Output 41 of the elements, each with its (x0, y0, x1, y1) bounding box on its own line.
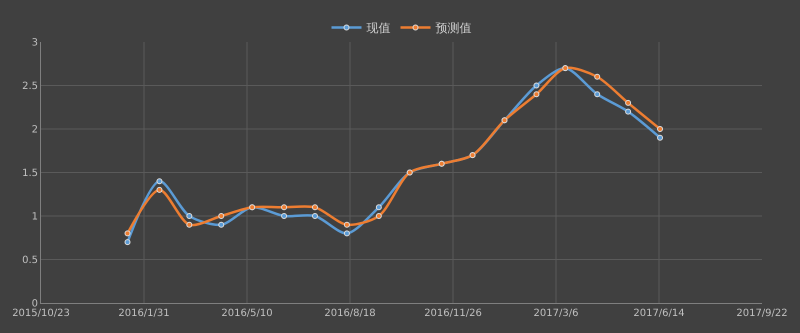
point (218, 213, 224, 219)
point (186, 213, 192, 219)
point (376, 213, 382, 219)
point (344, 222, 350, 228)
x-tick-label: 2015/10/23 (12, 308, 70, 319)
point (312, 213, 318, 219)
point (124, 230, 131, 236)
x-tick-label: 2016/11/26 (424, 308, 482, 319)
x-tick-label: 2016/8/18 (324, 308, 376, 319)
x-tick-label: 2016/1/31 (118, 308, 170, 319)
x-tick-label: 2017/9/22 (736, 308, 788, 319)
point (156, 186, 162, 193)
point (657, 134, 664, 141)
point (344, 230, 350, 236)
point (281, 213, 288, 219)
point (376, 204, 382, 210)
x-tick-label: 2016/5/10 (221, 308, 273, 319)
point (312, 204, 318, 210)
y-tick-label: 0.5 (22, 255, 38, 266)
legend-label: 现值 (366, 21, 390, 36)
y-tick-label: 1 (32, 212, 38, 222)
y-tick-label: 0 (32, 298, 38, 310)
point (625, 108, 632, 115)
point (533, 91, 540, 98)
point (124, 239, 131, 246)
y-tick-label: 1.5 (22, 168, 38, 179)
point (594, 91, 600, 98)
legend-label: 预测值 (436, 21, 472, 36)
point (218, 222, 224, 228)
point (533, 82, 540, 88)
x-tick-label: 2017/3/6 (534, 308, 578, 319)
y-tick-label: 2 (32, 124, 38, 136)
point (186, 222, 192, 228)
point (625, 100, 632, 106)
y-tick-label: 3 (32, 38, 38, 48)
point (657, 126, 664, 132)
point (156, 178, 162, 184)
point (281, 204, 288, 210)
point (594, 74, 600, 80)
y-tick-label: 2.5 (22, 81, 38, 92)
x-tick-label: 2017/6/14 (633, 308, 685, 319)
